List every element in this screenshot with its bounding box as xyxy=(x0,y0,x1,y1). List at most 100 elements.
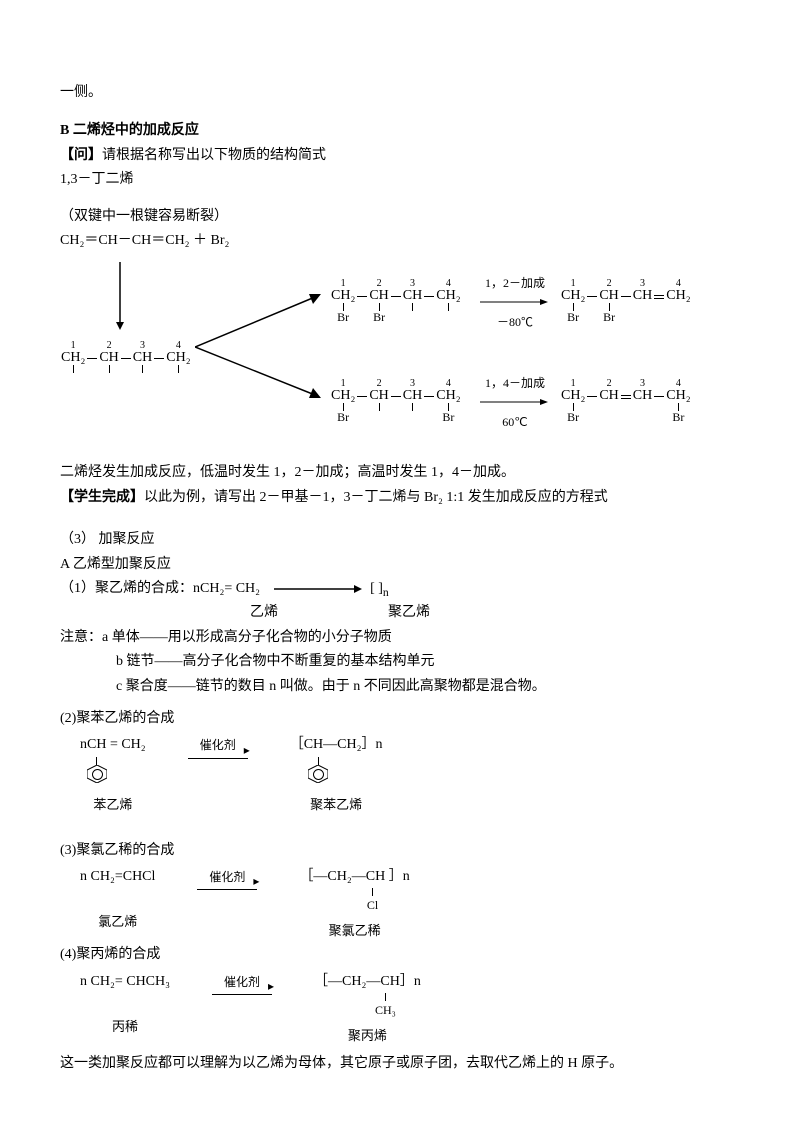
pvc-arrow: 催化剂 ▸ xyxy=(195,868,259,881)
ps-catalyst: 催化剂 xyxy=(200,736,236,755)
a2: CH xyxy=(369,289,388,303)
ps-polymer-top: ［CH—CH₂］n xyxy=(290,734,383,756)
student-text: 以此为例，请写出 2－甲基－1，3－丁二烯与 Br₂ 1:1 发生加成反应的方程… xyxy=(144,490,608,505)
student-label: 【学生完成】 xyxy=(60,490,144,505)
pp-catalyst: 催化剂 xyxy=(224,973,260,992)
pe-bracket: [ ] xyxy=(370,581,383,596)
pp-ch3: CH₃ xyxy=(375,1001,396,1020)
pa1: CH₂ xyxy=(561,289,585,303)
pa3: CH xyxy=(633,289,652,303)
a1: CH₂ xyxy=(331,289,355,303)
ps-monomer: nCH = CH₂ 苯乙烯 xyxy=(80,734,146,815)
pp-polymer: ［—CH₂—CH］n CH₃ 聚丙烯 xyxy=(314,971,421,1047)
pe-monomer-lbl: 乙烯 xyxy=(250,602,278,624)
pvc-catalyst: 催化剂 xyxy=(209,868,245,887)
a3: CH xyxy=(403,289,422,303)
poly-heading: （3） 加聚反应 xyxy=(60,529,740,551)
br1: Br xyxy=(337,311,349,323)
ba4: CH₂ xyxy=(436,389,460,403)
intermediate-14: 1CH₂Br 2CH. 3CH. 4CH₂Br xyxy=(330,372,462,423)
pvc-polymer-top: ［—CH₂—CH ］n xyxy=(299,866,409,888)
product-14: 1CH₂Br 2CH 3CH 4CH₂Br xyxy=(560,372,692,423)
diene-equation: CH₂＝CH－CH＝CH₂ ＋ Br₂ xyxy=(60,230,740,252)
ps-polymer: ［CH—CH₂］n 聚苯乙烯 xyxy=(290,734,383,815)
ps-arrow: 催化剂 ▸ xyxy=(186,736,250,749)
intermediate-12: 1CH₂Br 2CHBr 3CH. 4CH₂. xyxy=(330,272,462,323)
c2: CH xyxy=(99,351,118,365)
section-b-title: B 二烯烃中的加成反应 xyxy=(60,120,740,142)
reaction-scheme: 1CH₂ 2CH 3CH 4CH₂ 1CH₂Br 2CHBr 3CH. 4CH₂… xyxy=(60,262,740,442)
pp-monomer: n CH₂= CHCH₃ 丙稀 xyxy=(80,971,170,1038)
pp-polymer-lbl: 聚丙烯 xyxy=(348,1026,387,1047)
product-12: 1CH₂Br 2CHBr 3CH 4CH₂ xyxy=(560,272,692,323)
ps-polymer-lbl: 聚苯乙烯 xyxy=(310,795,362,816)
pp-block: n CH₂= CHCH₃ 丙稀 催化剂 ▸ ［—CH₂—CH］n CH₃ 聚丙烯 xyxy=(80,971,740,1047)
pvc-polymer: ［—CH₂—CH ］n Cl 聚氯乙稀 xyxy=(299,866,409,942)
pe-sub-n: n xyxy=(383,586,389,599)
student-line: 【学生完成】以此为例，请写出 2－甲基－1，3－丁二烯与 Br₂ 1:1 发生加… xyxy=(60,487,740,509)
ba3: CH xyxy=(403,389,422,403)
ba1: CH₂ xyxy=(331,389,355,403)
qa1: CH₂ xyxy=(561,389,585,403)
bond-note: （双键中一根键容易断裂） xyxy=(60,206,740,228)
pp-monomer-lbl: 丙稀 xyxy=(112,1017,138,1038)
note-b: b 链节——高分子化合物中不断重复的基本结构单元 xyxy=(60,651,740,673)
bbr1: Br xyxy=(337,411,349,423)
pp-title: (4)聚丙烯的合成 xyxy=(60,944,740,966)
br2: Br xyxy=(373,311,385,323)
pe-row: （1）聚乙烯的合成：nCH₂= CH₂ [ ]n xyxy=(60,578,740,602)
c3: CH xyxy=(133,351,152,365)
a4: CH₂ xyxy=(436,289,460,303)
pe-polymer-lbl: 聚乙烯 xyxy=(388,602,430,624)
c1: CH₂ xyxy=(61,351,85,365)
qa4: CH₂ xyxy=(666,389,690,403)
compound-name: 1,3－丁二烯 xyxy=(60,169,740,191)
benzene-icon-2 xyxy=(308,765,328,783)
pvc-monomer: n CH₂=CHCl 氯乙烯 xyxy=(80,866,155,933)
pvc-block: n CH₂=CHCl 氯乙烯 催化剂 ▸ ［—CH₂—CH ］n Cl 聚氯乙稀 xyxy=(80,866,740,942)
pe-monomer: （1）聚乙烯的合成：nCH₂= CH₂ xyxy=(60,578,260,600)
prompt-line: 【问】请根据名称写出以下物质的结构简式 xyxy=(60,145,740,167)
cond-12: 1，2－加成 －80℃ xyxy=(480,274,550,332)
down-arrow xyxy=(110,262,130,332)
pvc-title: (3)聚氯乙稀的合成 xyxy=(60,840,740,862)
prev-page-tail: 一侧。 xyxy=(60,82,740,104)
pe-arrow xyxy=(274,582,364,596)
branch-arrows xyxy=(195,292,325,402)
cond12-b: －80℃ xyxy=(480,313,550,332)
cond12-a: 1，2－加成 xyxy=(480,274,550,293)
ba2: CH xyxy=(369,389,388,403)
pp-polymer-top: ［—CH₂—CH］n xyxy=(314,971,421,993)
pbr1: Br xyxy=(567,311,579,323)
c4: CH₂ xyxy=(166,351,190,365)
pe-polymer: [ ]n xyxy=(370,578,389,602)
cond-14: 1，4－加成 60℃ xyxy=(480,374,550,432)
cond14-b: 60℃ xyxy=(480,413,550,432)
pvc-monomer-lbl: 氯乙烯 xyxy=(98,912,137,933)
qbr4: Br xyxy=(672,411,684,423)
start-structure: 1CH₂ 2CH 3CH 4CH₂ xyxy=(60,334,192,373)
note-c: c 聚合度——链节的数目 n 叫做。由于 n 不同因此高聚物都是混合物。 xyxy=(60,676,740,698)
ps-monomer-top: nCH = CH₂ xyxy=(80,734,146,756)
bbr4: Br xyxy=(442,411,454,423)
qa2: CH xyxy=(599,389,618,403)
pa2: CH xyxy=(599,289,618,303)
poly-type-a: A 乙烯型加聚反应 xyxy=(60,554,740,576)
pvc-cl: Cl xyxy=(367,896,378,915)
qa3: CH xyxy=(633,389,652,403)
pvc-polymer-lbl: 聚氯乙稀 xyxy=(329,921,381,942)
prompt-text: 请根据名称写出以下物质的结构简式 xyxy=(102,148,326,163)
diene-summary: 二烯烃发生加成反应，低温时发生 1，2－加成；高温时发生 1，4－加成。 xyxy=(60,462,740,484)
pp-arrow: 催化剂 ▸ xyxy=(210,973,274,986)
closing-text: 这一类加聚反应都可以理解为以乙烯为母体，其它原子或原子团，去取代乙烯上的 H 原… xyxy=(60,1053,740,1075)
benzene-icon xyxy=(87,765,107,783)
qbr1: Br xyxy=(567,411,579,423)
pa4: CH₂ xyxy=(666,289,690,303)
notes-line: 注意：a 单体——用以形成高分子化合物的小分子物质 xyxy=(60,627,740,649)
notes-intro: 注意： xyxy=(60,630,102,645)
pvc-monomer-txt: n CH₂=CHCl xyxy=(80,866,155,888)
ps-monomer-lbl: 苯乙烯 xyxy=(93,795,132,816)
note-a: a 单体——用以形成高分子化合物的小分子物质 xyxy=(102,630,392,645)
ps-title: (2)聚苯乙烯的合成 xyxy=(60,708,740,730)
cond14-a: 1，4－加成 xyxy=(480,374,550,393)
